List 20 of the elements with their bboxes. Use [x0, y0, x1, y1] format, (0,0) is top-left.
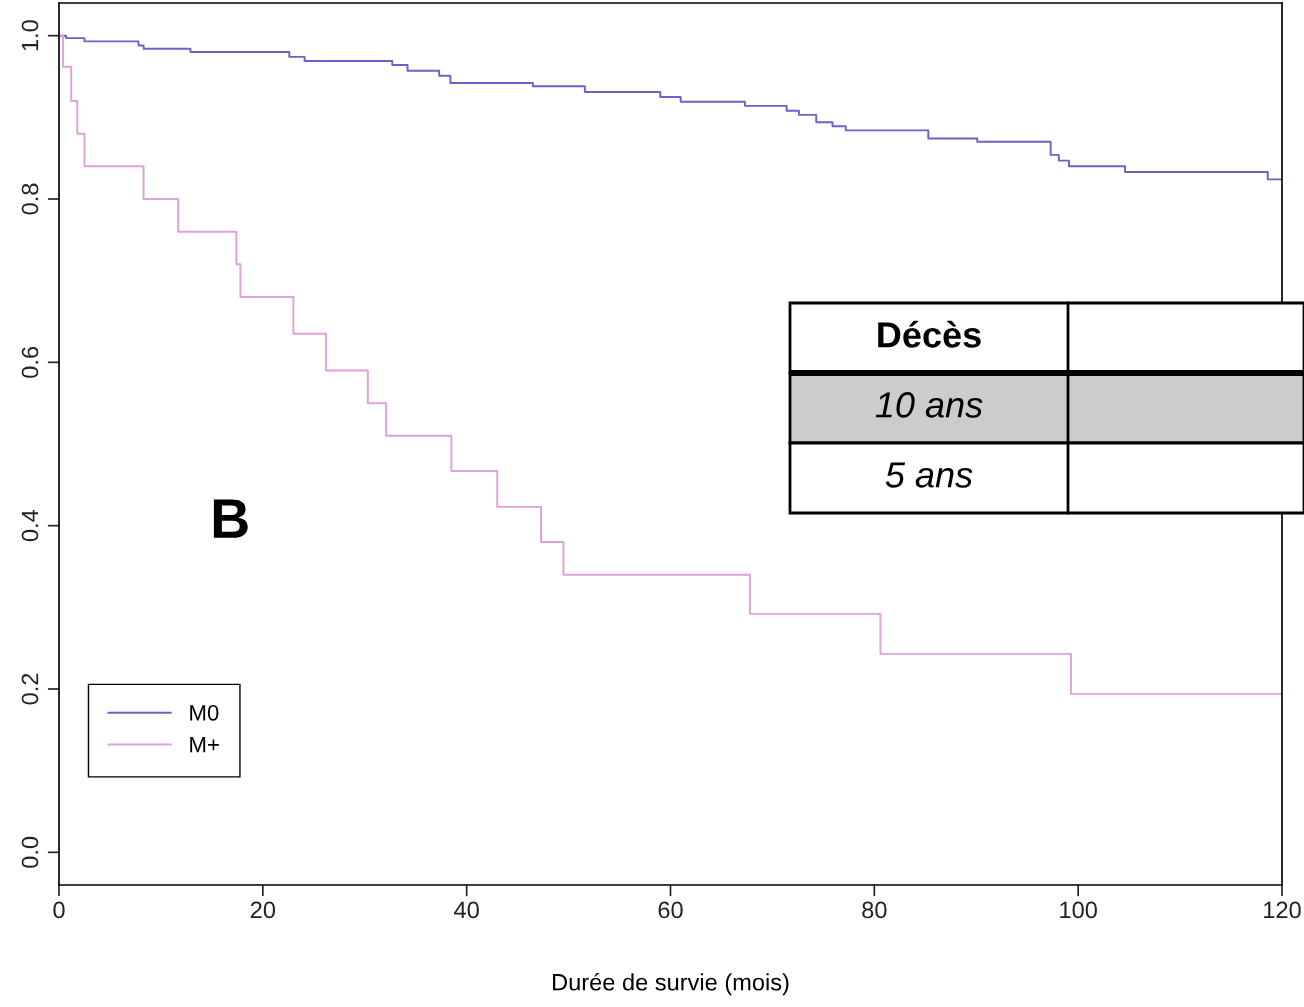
x-axis-title: Durée de survie (mois): [553, 972, 789, 996]
x-tick-label: 20: [250, 901, 276, 919]
annotation: 5 ans: [885, 462, 973, 488]
legend-label: M0: [190, 704, 219, 721]
legend-label: M+: [190, 736, 219, 753]
y-tick-label: 0.4: [21, 509, 39, 542]
y-tick-label: 0.2: [21, 673, 39, 705]
x-tick-label: 60: [658, 901, 683, 919]
x-tick-label: 80: [862, 901, 887, 919]
annotation: 10 ans: [875, 392, 983, 418]
x-tick-label: 40: [454, 901, 479, 919]
y-tick-label: 1.0: [21, 20, 39, 51]
y-tick-label: 0.0: [21, 836, 39, 868]
annotation: B: [213, 499, 248, 538]
y-tick-label: 0.6: [21, 346, 39, 378]
x-tick-label: 100: [1060, 901, 1097, 919]
x-tick-label: 0: [53, 901, 65, 919]
y-tick-label: 0.8: [21, 183, 39, 215]
x-tick-label: 120: [1264, 901, 1301, 919]
annotation: Décès: [878, 320, 981, 348]
